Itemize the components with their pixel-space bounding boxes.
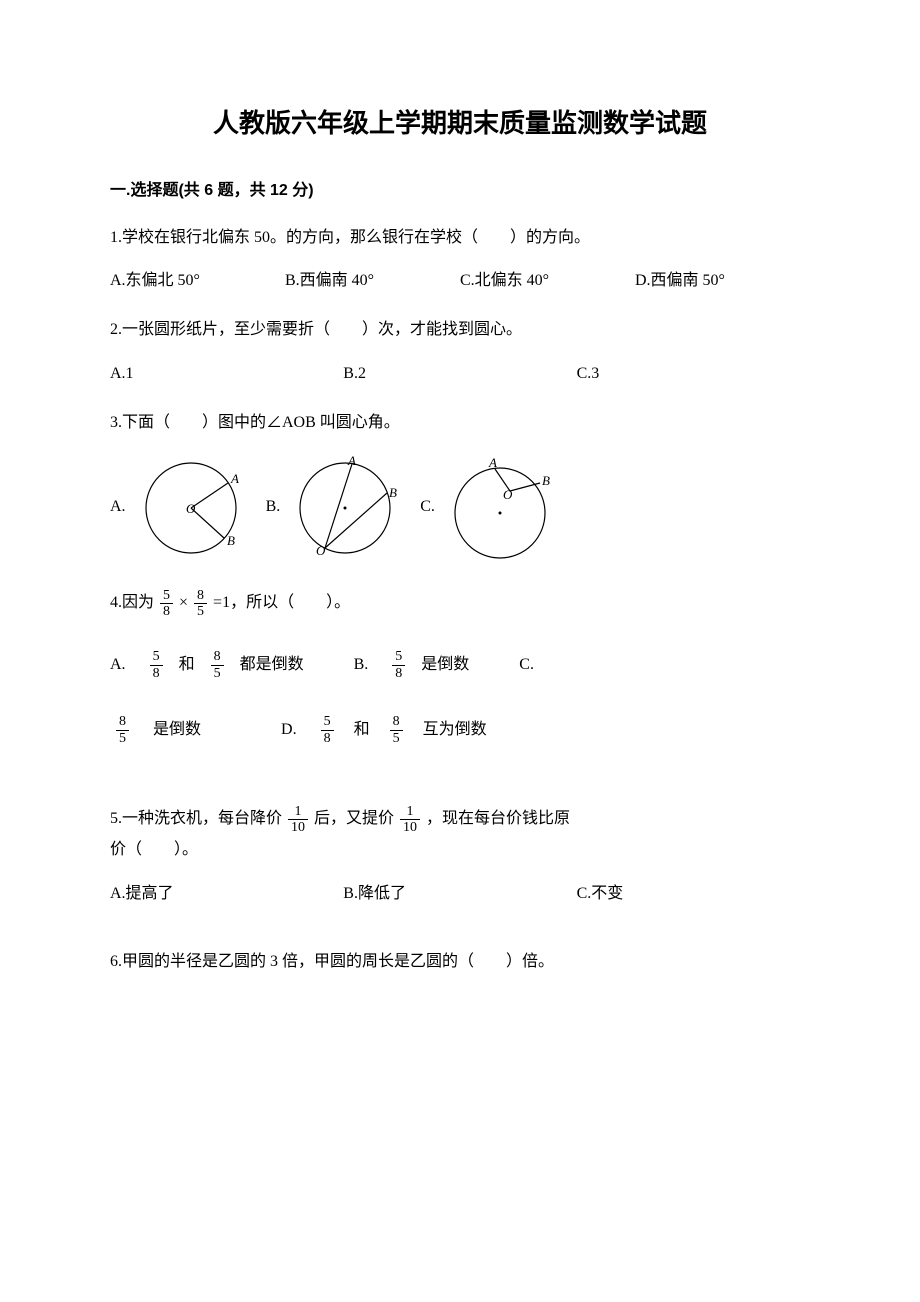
q3-label-a: A. [110, 493, 126, 522]
q4-opt-c: 85 是倒数 [110, 714, 201, 746]
svg-text:O: O [503, 487, 513, 502]
q3-opt-b: B. A B O [266, 453, 401, 563]
q5-options: A.提高了 B.降低了 C.不变 [110, 880, 810, 909]
q5-opt-b: B.降低了 [343, 880, 576, 909]
fraction-5-8: 5 8 [160, 588, 173, 620]
q4-opt-c-label: C. [519, 651, 534, 680]
fraction-1-10b: 1 10 [400, 804, 420, 836]
question-5: 5.一种洗衣机，每台降价 1 10 后，又提价 1 10 ，现在每台价钱比原 价… [110, 804, 810, 908]
question-4: 4.因为 5 8 × 8 5 =1，所以（ ）。 A. 58 和 85 都是倒数… [110, 588, 810, 774]
question-1: 1.学校在银行北偏东 50。的方向，那么银行在学校（ ）的方向。 A.东偏北 5… [110, 224, 810, 297]
page-title: 人教版六年级上学期期末质量监测数学试题 [110, 100, 810, 147]
q4-stem-pre: 4.因为 [110, 589, 154, 618]
question-3: 3.下面（ ）图中的∠AOB 叫圆心角。 A. O A B B. A B [110, 409, 810, 563]
q1-opt-c: C.北偏东 40° [460, 267, 635, 296]
q2-opt-b: B.2 [343, 360, 576, 389]
question-6: 6.甲圆的半径是乙圆的 3 倍，甲圆的周长是乙圆的（ ）倍。 [110, 948, 810, 977]
q5-stem: 5.一种洗衣机，每台降价 1 10 后，又提价 1 10 ，现在每台价钱比原 价… [110, 804, 810, 865]
q3-stem: 3.下面（ ）图中的∠AOB 叫圆心角。 [110, 409, 810, 438]
q4-stem-post: =1，所以（ ）。 [213, 589, 350, 618]
q1-stem: 1.学校在银行北偏东 50。的方向，那么银行在学校（ ）的方向。 [110, 224, 810, 253]
circle-diagram-b-icon: A B O [290, 453, 400, 563]
q5-stem-line2: 价（ ）。 [110, 836, 810, 865]
q3-label-c: C. [420, 493, 435, 522]
q5-stem-mid: 后，又提价 [314, 805, 394, 834]
svg-text:O: O [316, 543, 326, 558]
q3-label-b: B. [266, 493, 281, 522]
q5-stem-post: ，现在每台价钱比原 [426, 805, 570, 834]
q2-stem: 2.一张圆形纸片，至少需要折（ ）次，才能找到圆心。 [110, 316, 810, 345]
svg-text:A: A [347, 453, 356, 468]
circle-diagram-c-icon: A B O [445, 453, 555, 563]
q1-opt-a: A.东偏北 50° [110, 267, 285, 296]
q4-opt-b: B. 58 是倒数 [354, 649, 470, 681]
q5-opt-a: A.提高了 [110, 880, 343, 909]
svg-text:O: O [186, 501, 196, 516]
q4-options: A. 58 和 85 都是倒数 B. 58 是倒数 C. 85 是倒数 D. [110, 649, 810, 774]
section-heading: 一.选择题(共 6 题，共 12 分) [110, 177, 810, 206]
q4-opt-a: A. 58 和 85 都是倒数 [110, 649, 304, 681]
q1-options: A.东偏北 50° B.西偏南 40° C.北偏东 40° D.西偏南 50° [110, 267, 810, 296]
q3-options: A. O A B B. A B O C. [110, 453, 810, 563]
question-2: 2.一张圆形纸片，至少需要折（ ）次，才能找到圆心。 A.1 B.2 C.3 [110, 316, 810, 389]
q2-opt-c: C.3 [577, 360, 810, 389]
circle-diagram-a-icon: O A B [136, 453, 246, 563]
svg-text:B: B [542, 473, 550, 488]
q2-opt-a: A.1 [110, 360, 343, 389]
q5-opt-c: C.不变 [577, 880, 810, 909]
q1-opt-b: B.西偏南 40° [285, 267, 460, 296]
q4-stem: 4.因为 5 8 × 8 5 =1，所以（ ）。 [110, 588, 810, 620]
svg-text:A: A [488, 455, 497, 470]
svg-text:B: B [227, 533, 235, 548]
svg-text:B: B [389, 485, 397, 500]
q3-opt-c: C. A B O [420, 453, 555, 563]
q5-stem-pre: 5.一种洗衣机，每台降价 [110, 805, 282, 834]
q4-opt-d: D. 58 和 85 互为倒数 [281, 714, 487, 746]
q4-stem-mid: × [179, 589, 188, 618]
fraction-1-10a: 1 10 [288, 804, 308, 836]
q6-stem: 6.甲圆的半径是乙圆的 3 倍，甲圆的周长是乙圆的（ ）倍。 [110, 948, 810, 977]
fraction-8-5: 8 5 [194, 588, 207, 620]
svg-text:A: A [230, 471, 239, 486]
q3-opt-a: A. O A B [110, 453, 246, 563]
q2-options: A.1 B.2 C.3 [110, 360, 810, 389]
q1-opt-d: D.西偏南 50° [635, 267, 810, 296]
